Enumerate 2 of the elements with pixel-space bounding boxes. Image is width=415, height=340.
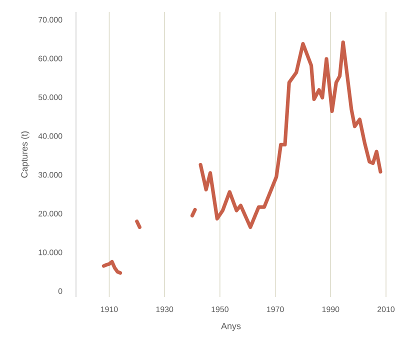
x-axis-title: Anys [221,322,241,331]
y-axis-title: Captures (t) [20,131,30,178]
